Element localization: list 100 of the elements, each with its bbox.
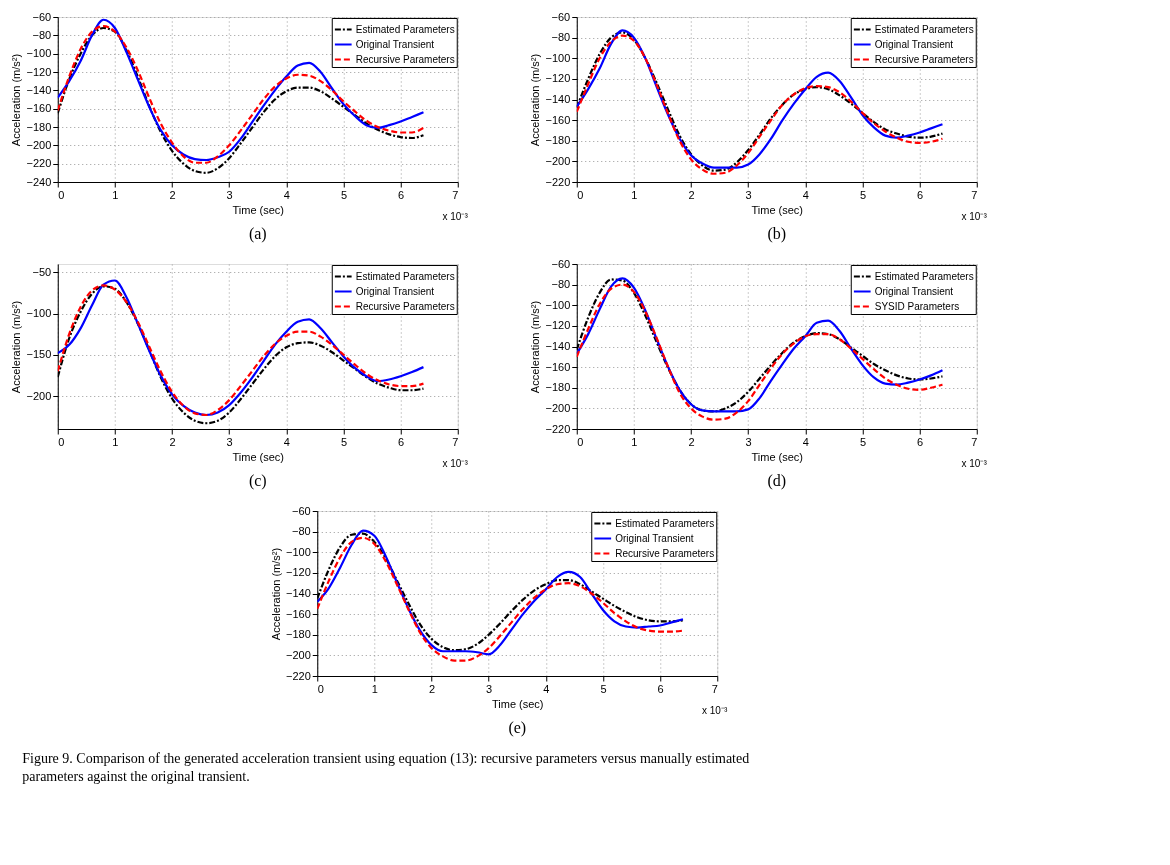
y-tick-label: −80 <box>292 525 311 538</box>
y-tick-label: −60 <box>292 504 311 517</box>
legend-label: SYSID Parameters <box>874 300 960 312</box>
y-tick-label: −200 <box>26 138 52 151</box>
text: x 10⁻³ <box>961 458 988 469</box>
x-tick-label: 6 <box>917 435 924 448</box>
legend-label: Recursive Parameters <box>874 53 974 65</box>
x-axis-title: Time (sec) <box>491 697 544 710</box>
x-tick-label: 2 <box>688 188 695 201</box>
x-tick-label: 6 <box>398 435 405 448</box>
text: (a) <box>248 225 267 243</box>
legend-label: Estimated Parameters <box>874 270 974 282</box>
y-tick-label: −120 <box>26 65 52 78</box>
x-tick-label: 0 <box>58 188 65 201</box>
x-tick-label: 3 <box>486 682 493 695</box>
text: (d) <box>767 472 787 490</box>
y-tick-label: −120 <box>285 566 311 579</box>
y-tick-label: −100 <box>285 545 311 558</box>
y-tick-label: −180 <box>26 120 52 133</box>
x-tick-label: 1 <box>112 188 119 201</box>
x-tick-label: 1 <box>371 682 378 695</box>
y-tick-label: −60 <box>551 10 571 23</box>
legend-label: Recursive Parameters <box>355 300 455 312</box>
y-tick-label: −100 <box>26 47 52 60</box>
y-tick-label: −220 <box>26 157 52 170</box>
legend-label: Recursive Parameters <box>355 53 455 65</box>
y-tick-label: −200 <box>545 154 571 167</box>
x-tick-label: 3 <box>226 435 233 448</box>
x-tick-label: 7 <box>452 188 459 201</box>
y-axis-title: Acceleration (m/s²) <box>269 547 282 641</box>
y-tick-label: −80 <box>32 28 52 41</box>
x-tick-label: 0 <box>58 435 65 448</box>
x-tick-label: 5 <box>340 188 348 201</box>
y-tick-label: −60 <box>551 257 571 270</box>
x-tick-label: 7 <box>452 435 459 448</box>
y-tick-label: −80 <box>551 31 571 44</box>
x-tick-label: 5 <box>859 435 867 448</box>
y-tick-label: −150 <box>26 348 52 361</box>
legend-label: Original Transient <box>874 38 954 50</box>
text: (e) <box>508 719 527 737</box>
y-tick-label: −200 <box>26 389 52 402</box>
x-axis-title: Time (sec) <box>751 450 804 463</box>
y-tick-label: −100 <box>26 307 52 319</box>
y-tick-label: −180 <box>285 628 311 641</box>
x-tick-label: 2 <box>169 435 176 448</box>
x-tick-label: 4 <box>283 435 290 448</box>
y-tick-label: −160 <box>545 113 571 126</box>
y-tick-label: −220 <box>285 669 311 682</box>
x-axis-title: Time (sec) <box>232 203 285 216</box>
x-axis-title: Time (sec) <box>751 203 804 216</box>
y-tick-label: −120 <box>545 72 571 85</box>
x-tick-label: 4 <box>543 682 550 695</box>
y-tick-label: −100 <box>545 51 571 64</box>
y-tick-label: −160 <box>285 607 311 620</box>
x-tick-label: 3 <box>226 188 233 201</box>
x-tick-label: 0 <box>317 682 324 695</box>
x-tick-label: 1 <box>631 435 638 448</box>
x-tick-label: 0 <box>577 188 584 201</box>
legend-label: Original Transient <box>874 285 954 297</box>
legend-label: Original Transient <box>355 285 435 297</box>
x-axis-title: Time (sec) <box>232 450 285 463</box>
y-tick-label: −220 <box>545 175 571 188</box>
x-tick-label: 6 <box>398 188 405 201</box>
y-tick-label: −240 <box>26 175 52 188</box>
text: (b) <box>767 225 787 243</box>
x-tick-label: 4 <box>802 435 809 448</box>
x-tick-label: 5 <box>340 435 348 448</box>
legend-label: Estimated Parameters <box>615 517 715 529</box>
y-tick-label: −140 <box>545 340 571 352</box>
x-tick-label: 4 <box>802 188 809 201</box>
y-axis-title: Acceleration (m/s²) <box>10 300 23 394</box>
y-tick-label: −200 <box>545 401 571 414</box>
x-tick-label: 5 <box>600 682 607 695</box>
y-tick-label: −220 <box>545 422 571 435</box>
y-tick-label: −140 <box>545 93 571 105</box>
x-tick-label: 0 <box>577 435 584 448</box>
text: x 10⁻³ <box>961 211 988 222</box>
legend-label: Estimated Parameters <box>874 23 974 35</box>
x-tick-label: 3 <box>745 435 752 448</box>
legend-label: Recursive Parameters <box>615 547 715 559</box>
legend-label: Original Transient <box>355 38 435 50</box>
y-axis-title: Acceleration (m/s²) <box>529 300 542 394</box>
x-tick-label: 3 <box>745 188 752 201</box>
x-tick-label: 2 <box>428 682 436 695</box>
y-tick-label: −140 <box>26 83 52 96</box>
text: (c) <box>248 472 267 490</box>
text: x 10⁻³ <box>702 705 728 716</box>
y-axis-title: Acceleration (m/s²) <box>10 53 23 147</box>
y-tick-label: −200 <box>285 648 311 661</box>
y-tick-label: −100 <box>545 298 571 311</box>
legend-label: Original Transient <box>615 532 694 544</box>
x-tick-label: 6 <box>917 188 924 201</box>
y-tick-label: −80 <box>551 278 571 291</box>
x-tick-label: 1 <box>631 188 638 201</box>
caption: Figure 9. Comparison of the generated acceleration transient using equation (13): recursive parameters versus manually estimated parameters against the original transient. <box>22 751 750 784</box>
x-tick-label: 1 <box>112 435 119 448</box>
x-tick-label: 7 <box>971 435 978 448</box>
legend-label: Estimated Parameters <box>355 23 455 35</box>
x-tick-label: 5 <box>859 188 867 201</box>
x-tick-label: 2 <box>688 435 695 448</box>
